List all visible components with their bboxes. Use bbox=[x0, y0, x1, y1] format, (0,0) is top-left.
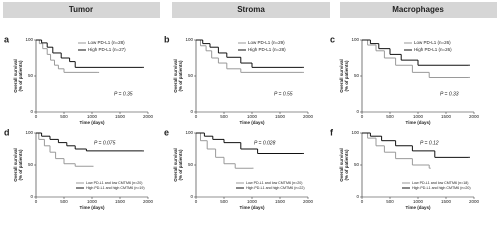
x-tick-label: 0 bbox=[35, 199, 38, 204]
y-axis-label: (% of patients) bbox=[18, 60, 23, 92]
x-axis-label: Time (days) bbox=[406, 120, 431, 125]
x-tick-label: 1500 bbox=[275, 199, 286, 204]
legend-label: Low PD-L1 (n=28) bbox=[88, 40, 125, 45]
legend-label: High PD-L1 and high CMTM6 (n=22) bbox=[246, 186, 305, 190]
p-value: P = 0.55 bbox=[274, 91, 293, 97]
y-axis-label: (% of patients) bbox=[344, 60, 349, 92]
column-header: Stroma bbox=[237, 5, 265, 14]
x-tick-label: 1500 bbox=[441, 199, 452, 204]
y-axis-label: Overall survival bbox=[339, 59, 344, 93]
x-tick-label: 2000 bbox=[303, 199, 314, 204]
panel-label: e bbox=[164, 127, 169, 137]
p-value: P = 0.075 bbox=[94, 140, 116, 146]
y-tick-label: 100 bbox=[25, 37, 33, 42]
x-tick-label: 0 bbox=[361, 114, 364, 119]
x-tick-label: 500 bbox=[386, 199, 394, 204]
x-tick-label: 1500 bbox=[115, 114, 126, 119]
x-tick-label: 1000 bbox=[413, 199, 424, 204]
x-axis-label: Time (days) bbox=[80, 120, 105, 125]
header-box bbox=[3, 2, 160, 18]
legend-label: High PD-L1 (n=26) bbox=[414, 47, 452, 52]
header-box bbox=[172, 2, 330, 18]
x-tick-label: 500 bbox=[386, 114, 394, 119]
x-axis-label: Time (days) bbox=[240, 205, 265, 210]
panel-label: f bbox=[330, 127, 334, 137]
p-value: P = 0.12 bbox=[420, 140, 439, 146]
y-tick-label: 50 bbox=[28, 73, 34, 78]
x-tick-label: 1000 bbox=[247, 199, 258, 204]
y-tick-label: 100 bbox=[185, 130, 193, 135]
x-tick-label: 1000 bbox=[87, 199, 98, 204]
legend-label: Low PD-L1 (n=29) bbox=[248, 40, 285, 45]
panel-label: c bbox=[330, 34, 335, 44]
y-axis-label: (% of patients) bbox=[18, 149, 23, 181]
y-axis-label: Overall survival bbox=[13, 59, 18, 93]
x-axis-label: Time (days) bbox=[240, 120, 265, 125]
y-axis-label: Overall survival bbox=[13, 148, 18, 182]
y-tick-label: 100 bbox=[351, 130, 359, 135]
x-tick-label: 1000 bbox=[247, 114, 258, 119]
p-value: P = 0.028 bbox=[254, 140, 276, 146]
y-tick-label: 50 bbox=[188, 73, 194, 78]
x-tick-label: 0 bbox=[195, 114, 198, 119]
x-tick-label: 500 bbox=[60, 114, 68, 119]
y-tick-label: 0 bbox=[356, 194, 359, 199]
x-tick-label: 1500 bbox=[115, 199, 126, 204]
y-tick-label: 50 bbox=[188, 162, 194, 167]
x-tick-label: 500 bbox=[60, 199, 68, 204]
y-axis-label: Overall survival bbox=[173, 59, 178, 93]
x-tick-label: 2000 bbox=[469, 114, 480, 119]
header-box bbox=[340, 2, 497, 18]
x-tick-label: 0 bbox=[361, 199, 364, 204]
legend-label: Low PD-L1 (n=26) bbox=[414, 40, 451, 45]
x-tick-label: 0 bbox=[195, 199, 198, 204]
y-tick-label: 100 bbox=[25, 130, 33, 135]
y-tick-label: 0 bbox=[356, 109, 359, 114]
y-axis-label: Overall survival bbox=[339, 148, 344, 182]
y-tick-label: 0 bbox=[190, 194, 193, 199]
panel-label: a bbox=[4, 34, 10, 44]
panel-label: d bbox=[4, 127, 10, 137]
legend-label: High PD-L1 and high CMTM6 (n=20) bbox=[412, 186, 471, 190]
x-tick-label: 1500 bbox=[275, 114, 286, 119]
x-tick-label: 1000 bbox=[413, 114, 424, 119]
panel-label: b bbox=[164, 34, 170, 44]
legend-label: High PD-L1 and high CMTM6 (n=19) bbox=[86, 186, 145, 190]
x-tick-label: 0 bbox=[35, 114, 38, 119]
y-axis-label: (% of patients) bbox=[178, 149, 183, 181]
legend-label: High PD-L1 (n=27) bbox=[88, 47, 126, 52]
column-header: Macrophages bbox=[392, 5, 444, 14]
x-tick-label: 2000 bbox=[143, 114, 154, 119]
x-tick-label: 2000 bbox=[469, 199, 480, 204]
legend-label: Low PD-L1 and low CMTM6 (n=20) bbox=[86, 181, 142, 185]
y-axis-label: (% of patients) bbox=[344, 149, 349, 181]
y-tick-label: 0 bbox=[190, 109, 193, 114]
y-tick-label: 50 bbox=[354, 162, 360, 167]
x-tick-label: 1000 bbox=[87, 114, 98, 119]
y-tick-label: 50 bbox=[28, 162, 34, 167]
y-axis-label: (% of patients) bbox=[178, 60, 183, 92]
x-tick-label: 2000 bbox=[303, 114, 314, 119]
legend-label: Low PD-L1 and low CMTM6 (n=18) bbox=[412, 181, 468, 185]
x-tick-label: 500 bbox=[220, 114, 228, 119]
x-tick-label: 500 bbox=[220, 199, 228, 204]
y-tick-label: 100 bbox=[185, 37, 193, 42]
y-tick-label: 50 bbox=[354, 73, 360, 78]
p-value: P = 0.33 bbox=[440, 91, 459, 97]
y-tick-label: 0 bbox=[30, 194, 33, 199]
y-axis-label: Overall survival bbox=[173, 148, 178, 182]
x-axis-label: Time (days) bbox=[80, 205, 105, 210]
legend-label: High PD-L1 (n=28) bbox=[248, 47, 286, 52]
x-tick-label: 1500 bbox=[441, 114, 452, 119]
y-tick-label: 100 bbox=[351, 37, 359, 42]
x-axis-label: Time (days) bbox=[406, 205, 431, 210]
legend-label: Low PD-L1 and low CMTM6 (n=20) bbox=[246, 181, 302, 185]
p-value: P = 0.35 bbox=[114, 91, 133, 97]
column-header: Tumor bbox=[69, 5, 93, 14]
y-tick-label: 0 bbox=[30, 109, 33, 114]
x-tick-label: 2000 bbox=[143, 199, 154, 204]
